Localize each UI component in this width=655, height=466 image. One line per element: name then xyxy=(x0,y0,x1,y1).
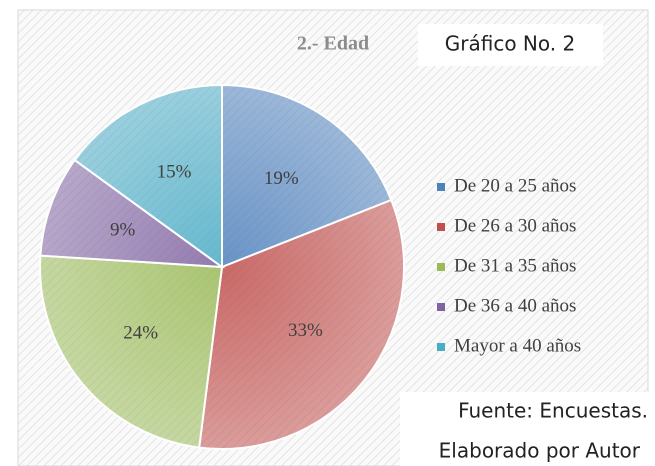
data-label: 15% xyxy=(157,161,192,182)
legend-swatch xyxy=(437,263,445,271)
data-label: 24% xyxy=(123,323,158,344)
legend-swatch xyxy=(437,343,445,351)
legend-label: De 20 a 25 años xyxy=(454,175,576,196)
legend-label: De 36 a 40 años xyxy=(454,295,576,316)
pie-slice xyxy=(39,254,224,449)
notes-box xyxy=(400,392,655,466)
caption-box xyxy=(418,24,603,66)
data-label: 33% xyxy=(288,320,323,341)
data-label: 19% xyxy=(264,168,299,189)
pie-slice xyxy=(198,198,405,450)
pie-slice xyxy=(39,158,226,269)
pie-slice xyxy=(221,83,393,269)
author-note: Elaborado por Autor xyxy=(439,439,641,463)
source-note: Fuente: Encuestas. xyxy=(458,399,648,423)
chart-title: 2.- Edad xyxy=(297,33,369,55)
legend-swatch xyxy=(437,303,445,311)
legend-label: Mayor a 40 años xyxy=(454,335,581,356)
legend-label: De 26 a 30 años xyxy=(454,215,576,236)
legend-label: De 31 a 35 años xyxy=(454,255,576,276)
legend-swatch xyxy=(437,223,445,231)
legend-swatch xyxy=(437,183,445,191)
caption: Gráfico No. 2 xyxy=(445,32,575,56)
pie-slice xyxy=(73,83,223,269)
data-label: 9% xyxy=(110,220,136,241)
